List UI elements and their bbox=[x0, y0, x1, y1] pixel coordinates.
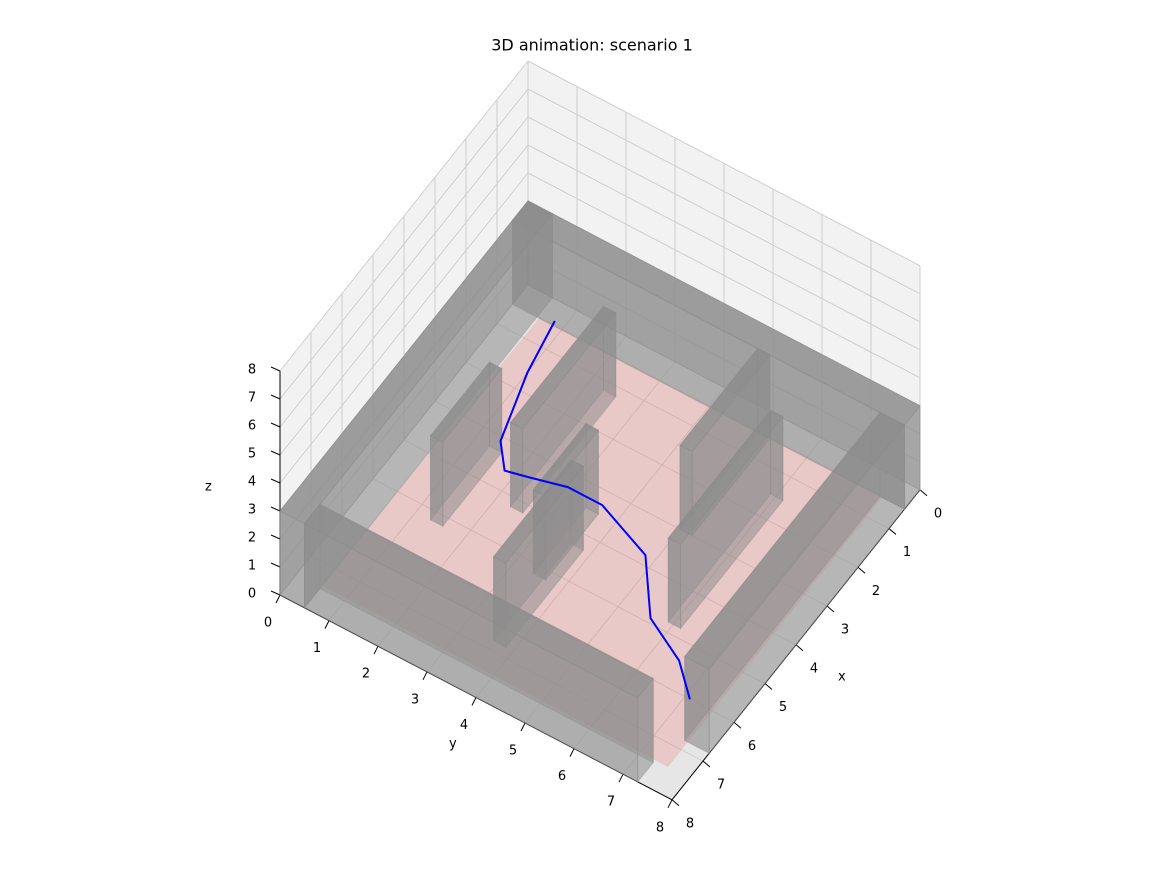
obstacle bbox=[683, 410, 906, 755]
tick-mark bbox=[270, 534, 281, 540]
tick-mark bbox=[270, 366, 281, 372]
y-axis-label: y bbox=[449, 737, 457, 752]
z-tick-label: 6 bbox=[248, 419, 256, 434]
tick-mark bbox=[270, 506, 281, 512]
z-tick-label: 5 bbox=[248, 447, 256, 462]
tick-mark bbox=[270, 450, 281, 456]
grid-line bbox=[527, 116, 921, 323]
tick-mark bbox=[270, 394, 281, 400]
tick-mark bbox=[733, 721, 742, 729]
x-tick-label: 2 bbox=[872, 584, 880, 599]
grid-line bbox=[527, 60, 921, 267]
tick-mark bbox=[569, 748, 575, 757]
y-tick-label: 5 bbox=[509, 744, 517, 759]
robot-path bbox=[499, 320, 691, 700]
z-tick-label: 1 bbox=[248, 559, 256, 574]
tick-mark bbox=[471, 697, 477, 706]
tick-mark bbox=[795, 644, 804, 652]
x-tick-label: 3 bbox=[841, 623, 849, 638]
z-tick-label: 3 bbox=[248, 503, 256, 518]
obstacle-face bbox=[684, 655, 710, 755]
marks bbox=[279, 199, 921, 784]
z-tick-label: 0 bbox=[248, 587, 256, 602]
grid-line bbox=[527, 88, 921, 295]
tick-mark bbox=[520, 722, 526, 732]
tick-mark bbox=[857, 566, 866, 574]
tick-mark bbox=[702, 760, 711, 768]
tick-mark bbox=[618, 773, 624, 783]
tick-mark bbox=[826, 605, 835, 613]
z-tick-label: 7 bbox=[248, 391, 256, 406]
tick-mark bbox=[270, 590, 281, 596]
y-tick-label: 7 bbox=[607, 795, 615, 810]
tick-mark bbox=[270, 422, 281, 428]
z-tick-label: 8 bbox=[248, 363, 256, 378]
z-tick-label: 4 bbox=[248, 475, 256, 490]
obstacle-face bbox=[510, 421, 524, 514]
obstacle-face bbox=[303, 503, 654, 699]
obstacle-face bbox=[279, 510, 305, 609]
y-tick-label: 6 bbox=[558, 769, 566, 784]
obstacle-face bbox=[683, 411, 906, 670]
tick-mark bbox=[764, 683, 773, 690]
x-tick-label: 1 bbox=[903, 545, 911, 560]
chart-title: 3D animation: scenario 1 bbox=[491, 36, 693, 55]
obstacle bbox=[303, 502, 654, 784]
z-tick-label: 2 bbox=[248, 531, 256, 546]
x-tick-label: 7 bbox=[717, 778, 725, 793]
obstacle bbox=[279, 199, 554, 610]
x-axis-label: x bbox=[838, 670, 846, 685]
tick-mark bbox=[270, 478, 281, 484]
y-tick-label: 3 bbox=[411, 692, 419, 707]
obstacle-face bbox=[667, 409, 784, 546]
tick-mark bbox=[888, 528, 897, 535]
obstacle bbox=[667, 408, 784, 630]
x-tick-label: 8 bbox=[686, 816, 694, 831]
tick-mark bbox=[270, 562, 281, 568]
grid-line bbox=[527, 172, 921, 379]
x-tick-label: 0 bbox=[934, 506, 942, 521]
y-tick-label: 4 bbox=[460, 718, 468, 733]
tick-mark bbox=[324, 620, 330, 629]
tick-mark bbox=[671, 799, 680, 807]
grid-line bbox=[279, 60, 529, 372]
obstacle-face bbox=[667, 537, 682, 630]
grid-line bbox=[527, 144, 921, 351]
x-tick-label: 6 bbox=[748, 739, 756, 754]
grid-line bbox=[279, 88, 529, 400]
y-tick-label: 2 bbox=[362, 667, 370, 682]
z-axis-label: z bbox=[205, 480, 212, 495]
y-tick-label: 8 bbox=[656, 820, 664, 835]
tick-mark bbox=[667, 799, 673, 809]
tick-mark bbox=[275, 594, 281, 604]
tick-mark bbox=[373, 645, 379, 655]
y-tick-label: 0 bbox=[264, 616, 272, 631]
x-tick-label: 5 bbox=[779, 700, 787, 715]
grid-line bbox=[279, 116, 529, 428]
grid-line bbox=[279, 172, 529, 484]
obstacle-face bbox=[430, 434, 444, 528]
y-tick-label: 1 bbox=[313, 641, 321, 656]
x-tick-label: 4 bbox=[810, 661, 818, 676]
tick-mark bbox=[422, 671, 428, 681]
grid-line bbox=[279, 144, 529, 456]
tick-mark bbox=[919, 489, 928, 497]
